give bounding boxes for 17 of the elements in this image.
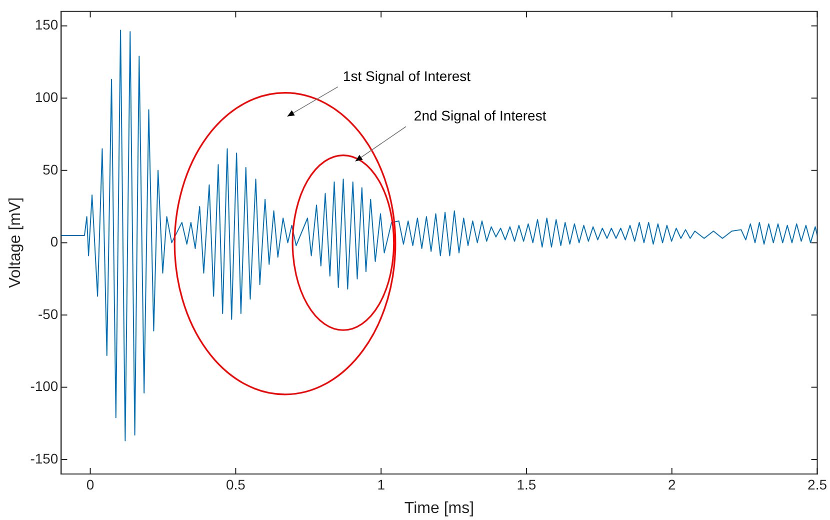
x-axis-title: Time [ms]: [404, 500, 474, 517]
y-tick-label: 50: [42, 161, 58, 178]
x-tick-label: 0: [86, 476, 94, 492]
annotation: 2nd Signal of Interest: [414, 107, 546, 124]
x-tick-label: 2: [668, 476, 676, 492]
y-tick-label: -100: [30, 378, 58, 394]
y-tick-label: 0: [50, 234, 58, 250]
x-tick-label: 0.5: [226, 476, 246, 492]
y-tick-label: 150: [34, 16, 58, 33]
y-tick-label: -50: [38, 306, 58, 322]
x-tick-label: 1.5: [516, 476, 536, 492]
y-tick-label: 100: [34, 88, 58, 105]
annotation: 1st Signal of Interest: [342, 68, 471, 84]
x-tick-label: 2.5: [808, 476, 828, 492]
y-axis-title: Voltage [mV]: [7, 197, 24, 288]
x-tick-label: 1: [377, 476, 386, 492]
y-tick-label: -150: [30, 450, 58, 466]
